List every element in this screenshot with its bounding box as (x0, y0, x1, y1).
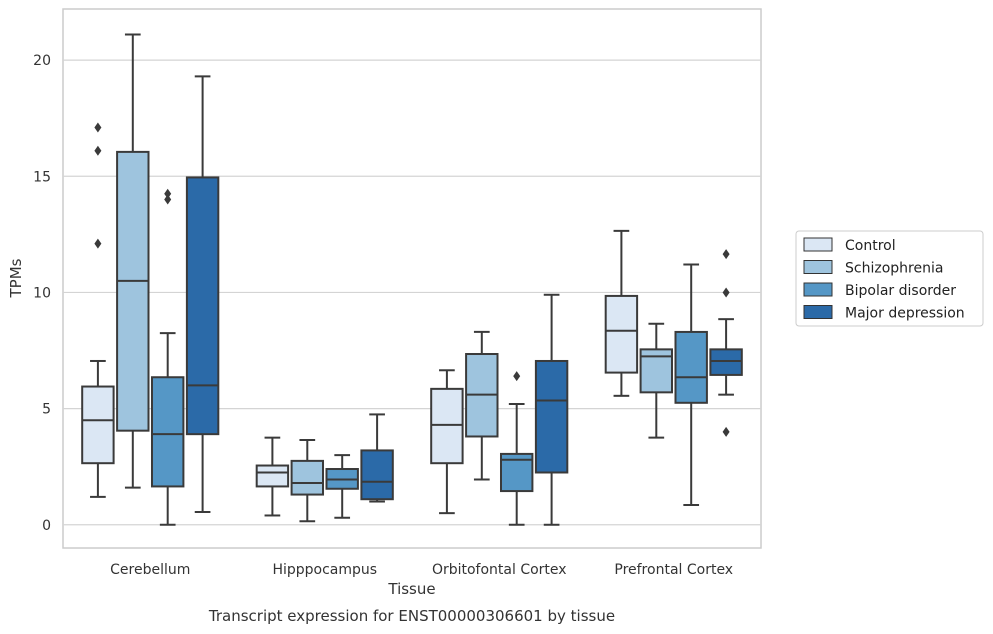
legend-swatch (803, 305, 833, 319)
box-group (430, 369, 464, 515)
x-tick-label: Hipppocampus (272, 562, 377, 578)
box (534, 359, 569, 474)
box (81, 385, 115, 465)
outlier-point (94, 122, 102, 133)
legend-label: Control (845, 238, 896, 254)
outlier-point (722, 287, 730, 298)
box (150, 376, 185, 488)
y-tick-label: 15 (33, 169, 51, 185)
box (360, 449, 394, 501)
box-group (81, 122, 115, 498)
box-group (674, 263, 708, 507)
box (185, 176, 220, 436)
x-tick-label: Cerebellum (110, 562, 190, 578)
legend-frame (795, 230, 984, 327)
box (604, 294, 639, 374)
box-group (290, 438, 325, 523)
x-tick-labels: Cerebellum Hipppocampus Orbitofontal Corte… (110, 562, 733, 578)
box-group (499, 371, 534, 526)
box (709, 348, 743, 376)
x-tick-label: Prefrontal Cortex (614, 562, 733, 578)
outlier-point (94, 238, 102, 249)
box-group (360, 413, 394, 503)
y-tick-label: 5 (42, 402, 51, 418)
x-tick-label: Orbitofontal Cortex (432, 562, 567, 578)
legend-label: Schizophrenia (845, 261, 943, 277)
box-group (185, 75, 220, 513)
y-tick-label: 10 (33, 285, 51, 301)
box-group (534, 293, 569, 526)
legend: Control Schizophrenia Bipolar disorder Majo… (795, 230, 984, 327)
legend-swatch (803, 282, 833, 297)
box (674, 330, 708, 404)
y-tick-label: 0 (42, 518, 51, 534)
chart-caption: Transcript expression for ENST0000030660… (208, 607, 615, 625)
y-tick-labels: 0 5 10 15 20 (33, 53, 51, 534)
box-group (116, 33, 150, 489)
box-group (604, 229, 639, 397)
outlier-point (722, 426, 730, 437)
legend-label: Bipolar disorder (845, 283, 956, 299)
y-tick-label: 20 (33, 53, 51, 69)
box (430, 387, 464, 465)
box-group (255, 436, 290, 517)
box-group (325, 454, 359, 519)
box-group (709, 249, 743, 437)
box-group (465, 330, 499, 481)
legend-swatch (803, 260, 833, 274)
outlier-point (94, 145, 102, 156)
legend-swatch (803, 237, 833, 252)
legend-label: Major depression (845, 306, 965, 322)
x-axis-label: Tissue (387, 580, 435, 598)
box (255, 464, 290, 488)
box (290, 459, 325, 496)
outlier-point (722, 249, 730, 260)
outlier-point (164, 194, 172, 205)
outlier-point (513, 371, 521, 382)
outlier-point (164, 188, 172, 199)
box-group (639, 322, 674, 439)
y-axis-label: TPMs (7, 258, 25, 298)
box-group (150, 188, 185, 526)
boxes-layer (81, 33, 743, 526)
box (116, 150, 150, 432)
